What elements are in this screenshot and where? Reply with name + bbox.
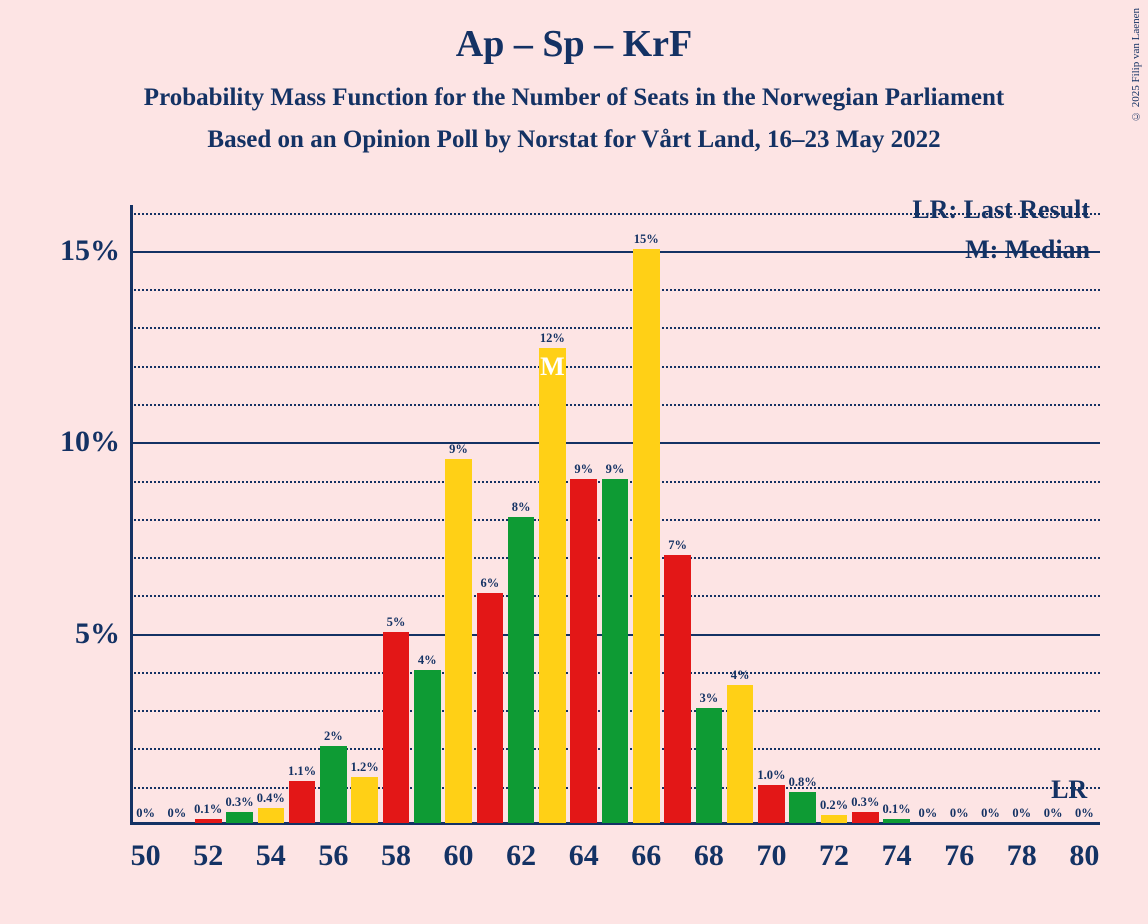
chart-area: 0%0%0.1%0.3%0.4%1.1%2%1.2%5%4%9%6%8%12%M… [130, 205, 1100, 825]
bar: 0.2% [821, 815, 848, 823]
bar-value-label: 0% [919, 806, 938, 823]
bar-value-label: 0% [168, 806, 187, 823]
bar-value-label: 1.1% [288, 764, 316, 781]
x-axis-label: 72 [819, 825, 849, 873]
bar: 6% [477, 593, 504, 823]
x-axis-label: 60 [444, 825, 474, 873]
bar-value-label: 3% [699, 691, 718, 708]
bar-value-label: 15% [634, 232, 659, 249]
bar-value-label: 9% [449, 442, 468, 459]
bar-value-label: 6% [480, 576, 499, 593]
bar-value-label: 0.3% [851, 795, 879, 812]
bar: 15% [633, 249, 660, 823]
bar-value-label: 12% [540, 331, 565, 348]
y-axis-label: 10% [40, 425, 120, 459]
x-axis-label: 52 [193, 825, 223, 873]
x-axis-label: 66 [631, 825, 661, 873]
bar-value-label: 0.4% [257, 791, 285, 808]
x-axis-label: 80 [1069, 825, 1099, 873]
bar-value-label: 7% [668, 538, 687, 555]
chart-title: Ap – Sp – KrF [0, 22, 1148, 66]
bar-value-label: 0% [1012, 806, 1031, 823]
bar: 8% [508, 517, 535, 823]
bar: 4% [414, 670, 441, 823]
bar-value-label: 9% [574, 462, 593, 479]
bar: 0.8% [789, 792, 816, 823]
chart-subtitle-2: Based on an Opinion Poll by Norstat for … [0, 126, 1148, 154]
bar: 1.1% [289, 781, 316, 823]
bar: 0.4% [258, 808, 285, 823]
bar-value-label: 0.2% [820, 798, 848, 815]
bar: 2% [320, 746, 347, 823]
x-axis-label: 70 [756, 825, 786, 873]
x-axis-label: 56 [318, 825, 348, 873]
bar: 0.3% [852, 812, 879, 823]
x-axis-label: 78 [1007, 825, 1037, 873]
x-axis-label: 76 [944, 825, 974, 873]
median-marker: M [540, 352, 565, 382]
x-axis-label: 62 [506, 825, 536, 873]
bar: 1.2% [351, 777, 378, 823]
y-axis-label: 5% [40, 617, 120, 651]
bar: 0.3% [226, 812, 253, 823]
bar-value-label: 0% [1075, 806, 1094, 823]
bar: 9% [602, 479, 629, 823]
x-axis-label: 58 [381, 825, 411, 873]
bar-value-label: 0% [981, 806, 1000, 823]
bars-container: 0%0%0.1%0.3%0.4%1.1%2%1.2%5%4%9%6%8%12%M… [130, 205, 1100, 823]
bar: 4% [727, 685, 754, 823]
bar-value-label: 0% [950, 806, 969, 823]
legend-median: M: Median [965, 235, 1090, 265]
bar: 12% [539, 348, 566, 823]
title-block: Ap – Sp – KrF Probability Mass Function … [0, 0, 1148, 154]
last-result-marker: LR [1051, 775, 1087, 805]
bar: 1.0% [758, 785, 785, 823]
bar-value-label: 1.0% [757, 768, 785, 785]
bar: 0.1% [195, 819, 222, 823]
bar: 7% [664, 555, 691, 823]
x-axis-label: 50 [131, 825, 161, 873]
bar-value-label: 0.3% [225, 795, 253, 812]
x-axis-label: 54 [256, 825, 286, 873]
x-axis-label: 68 [694, 825, 724, 873]
x-axis-label: 64 [569, 825, 599, 873]
chart-subtitle-1: Probability Mass Function for the Number… [0, 84, 1148, 112]
copyright-text: © 2025 Filip van Laenen [1130, 8, 1142, 122]
bar: 5% [383, 632, 410, 823]
bar-value-label: 4% [731, 668, 750, 685]
bar: 9% [570, 479, 597, 823]
bar-value-label: 0% [136, 806, 155, 823]
bar: 9% [445, 459, 472, 823]
bar-value-label: 1.2% [351, 760, 379, 777]
bar: 3% [696, 708, 723, 823]
bar-value-label: 8% [512, 500, 531, 517]
bar-value-label: 0.1% [194, 802, 222, 819]
x-axis-label: 74 [882, 825, 912, 873]
bar-value-label: 0.8% [789, 775, 817, 792]
bar-value-label: 9% [606, 462, 625, 479]
bar-value-label: 4% [418, 653, 437, 670]
bar-value-label: 0.1% [883, 802, 911, 819]
bar: 0.1% [883, 819, 910, 823]
legend-last-result: LR: Last Result [912, 195, 1090, 225]
bar-value-label: 0% [1044, 806, 1063, 823]
bar-value-label: 2% [324, 729, 343, 746]
bar-value-label: 5% [387, 615, 406, 632]
y-axis-label: 15% [40, 234, 120, 268]
